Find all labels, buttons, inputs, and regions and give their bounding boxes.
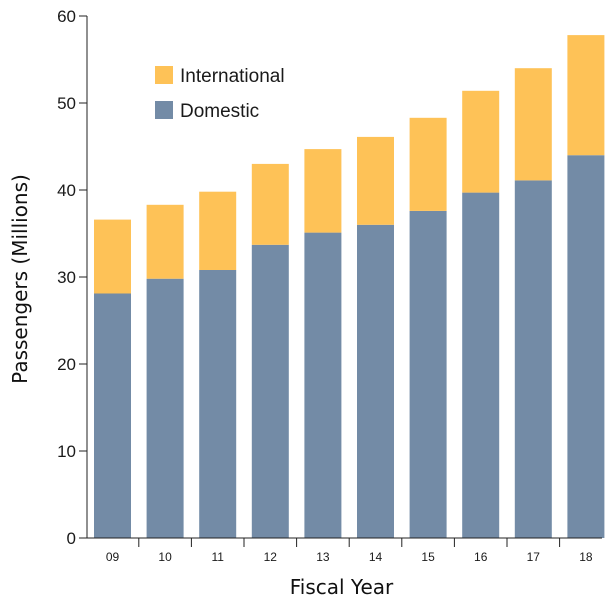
legend-swatch-domestic — [155, 101, 173, 119]
legend-swatch-international — [155, 66, 173, 84]
y-tick-label-30: 30 — [57, 268, 76, 287]
x-tick-label-17: 17 — [527, 550, 541, 564]
x-tick-label-16: 16 — [474, 550, 488, 564]
y-tick-label-50: 50 — [57, 94, 76, 113]
bar-domestic-16 — [462, 192, 500, 538]
bar-international-14 — [357, 136, 394, 225]
y-tick-label-0: 0 — [67, 529, 76, 548]
bar-international-17 — [514, 68, 552, 181]
x-axis-title: Fiscal Year — [290, 575, 394, 599]
y-ticks: 0 10 20 30 40 50 60 — [57, 7, 87, 548]
y-axis-title: Passengers (Millions) — [8, 174, 32, 384]
bar-domestic-14 — [357, 224, 394, 539]
x-tick-label-09: 09 — [106, 550, 120, 564]
bar-domestic-17 — [514, 180, 552, 538]
x-tick-label-15: 15 — [421, 550, 435, 564]
y-tick-label-60: 60 — [57, 7, 76, 26]
x-tick-label-12: 12 — [264, 550, 278, 564]
bar-international-10 — [146, 204, 184, 279]
x-tick-label-11: 11 — [211, 550, 224, 564]
bar-international-09 — [94, 219, 131, 294]
legend: International Domestic — [155, 66, 285, 122]
bars-layer — [94, 35, 605, 539]
x-tick-label-18: 18 — [579, 550, 593, 564]
y-tick-label-40: 40 — [57, 181, 76, 200]
bar-international-13 — [304, 149, 342, 233]
bar-domestic-10 — [146, 278, 184, 538]
bar-international-16 — [462, 90, 500, 193]
bar-domestic-15 — [409, 210, 447, 538]
x-ticks: 09 10 11 12 13 14 15 16 17 18 — [106, 538, 593, 564]
bar-domestic-11 — [199, 270, 237, 538]
x-tick-label-10: 10 — [158, 550, 172, 564]
x-tick-label-13: 13 — [316, 550, 330, 564]
bar-domestic-12 — [251, 244, 289, 539]
legend-label-international: International — [180, 66, 285, 87]
legend-label-domestic: Domestic — [180, 101, 259, 122]
x-tick-label-14: 14 — [369, 550, 383, 564]
bar-domestic-13 — [304, 232, 342, 538]
y-tick-label-10: 10 — [57, 442, 76, 461]
bar-domestic-09 — [94, 293, 131, 538]
bar-international-12 — [251, 163, 289, 245]
y-tick-label-20: 20 — [57, 355, 76, 374]
bar-domestic-18 — [567, 155, 605, 538]
bar-international-15 — [409, 117, 447, 211]
bar-international-11 — [199, 191, 237, 270]
bar-international-18 — [567, 35, 605, 156]
